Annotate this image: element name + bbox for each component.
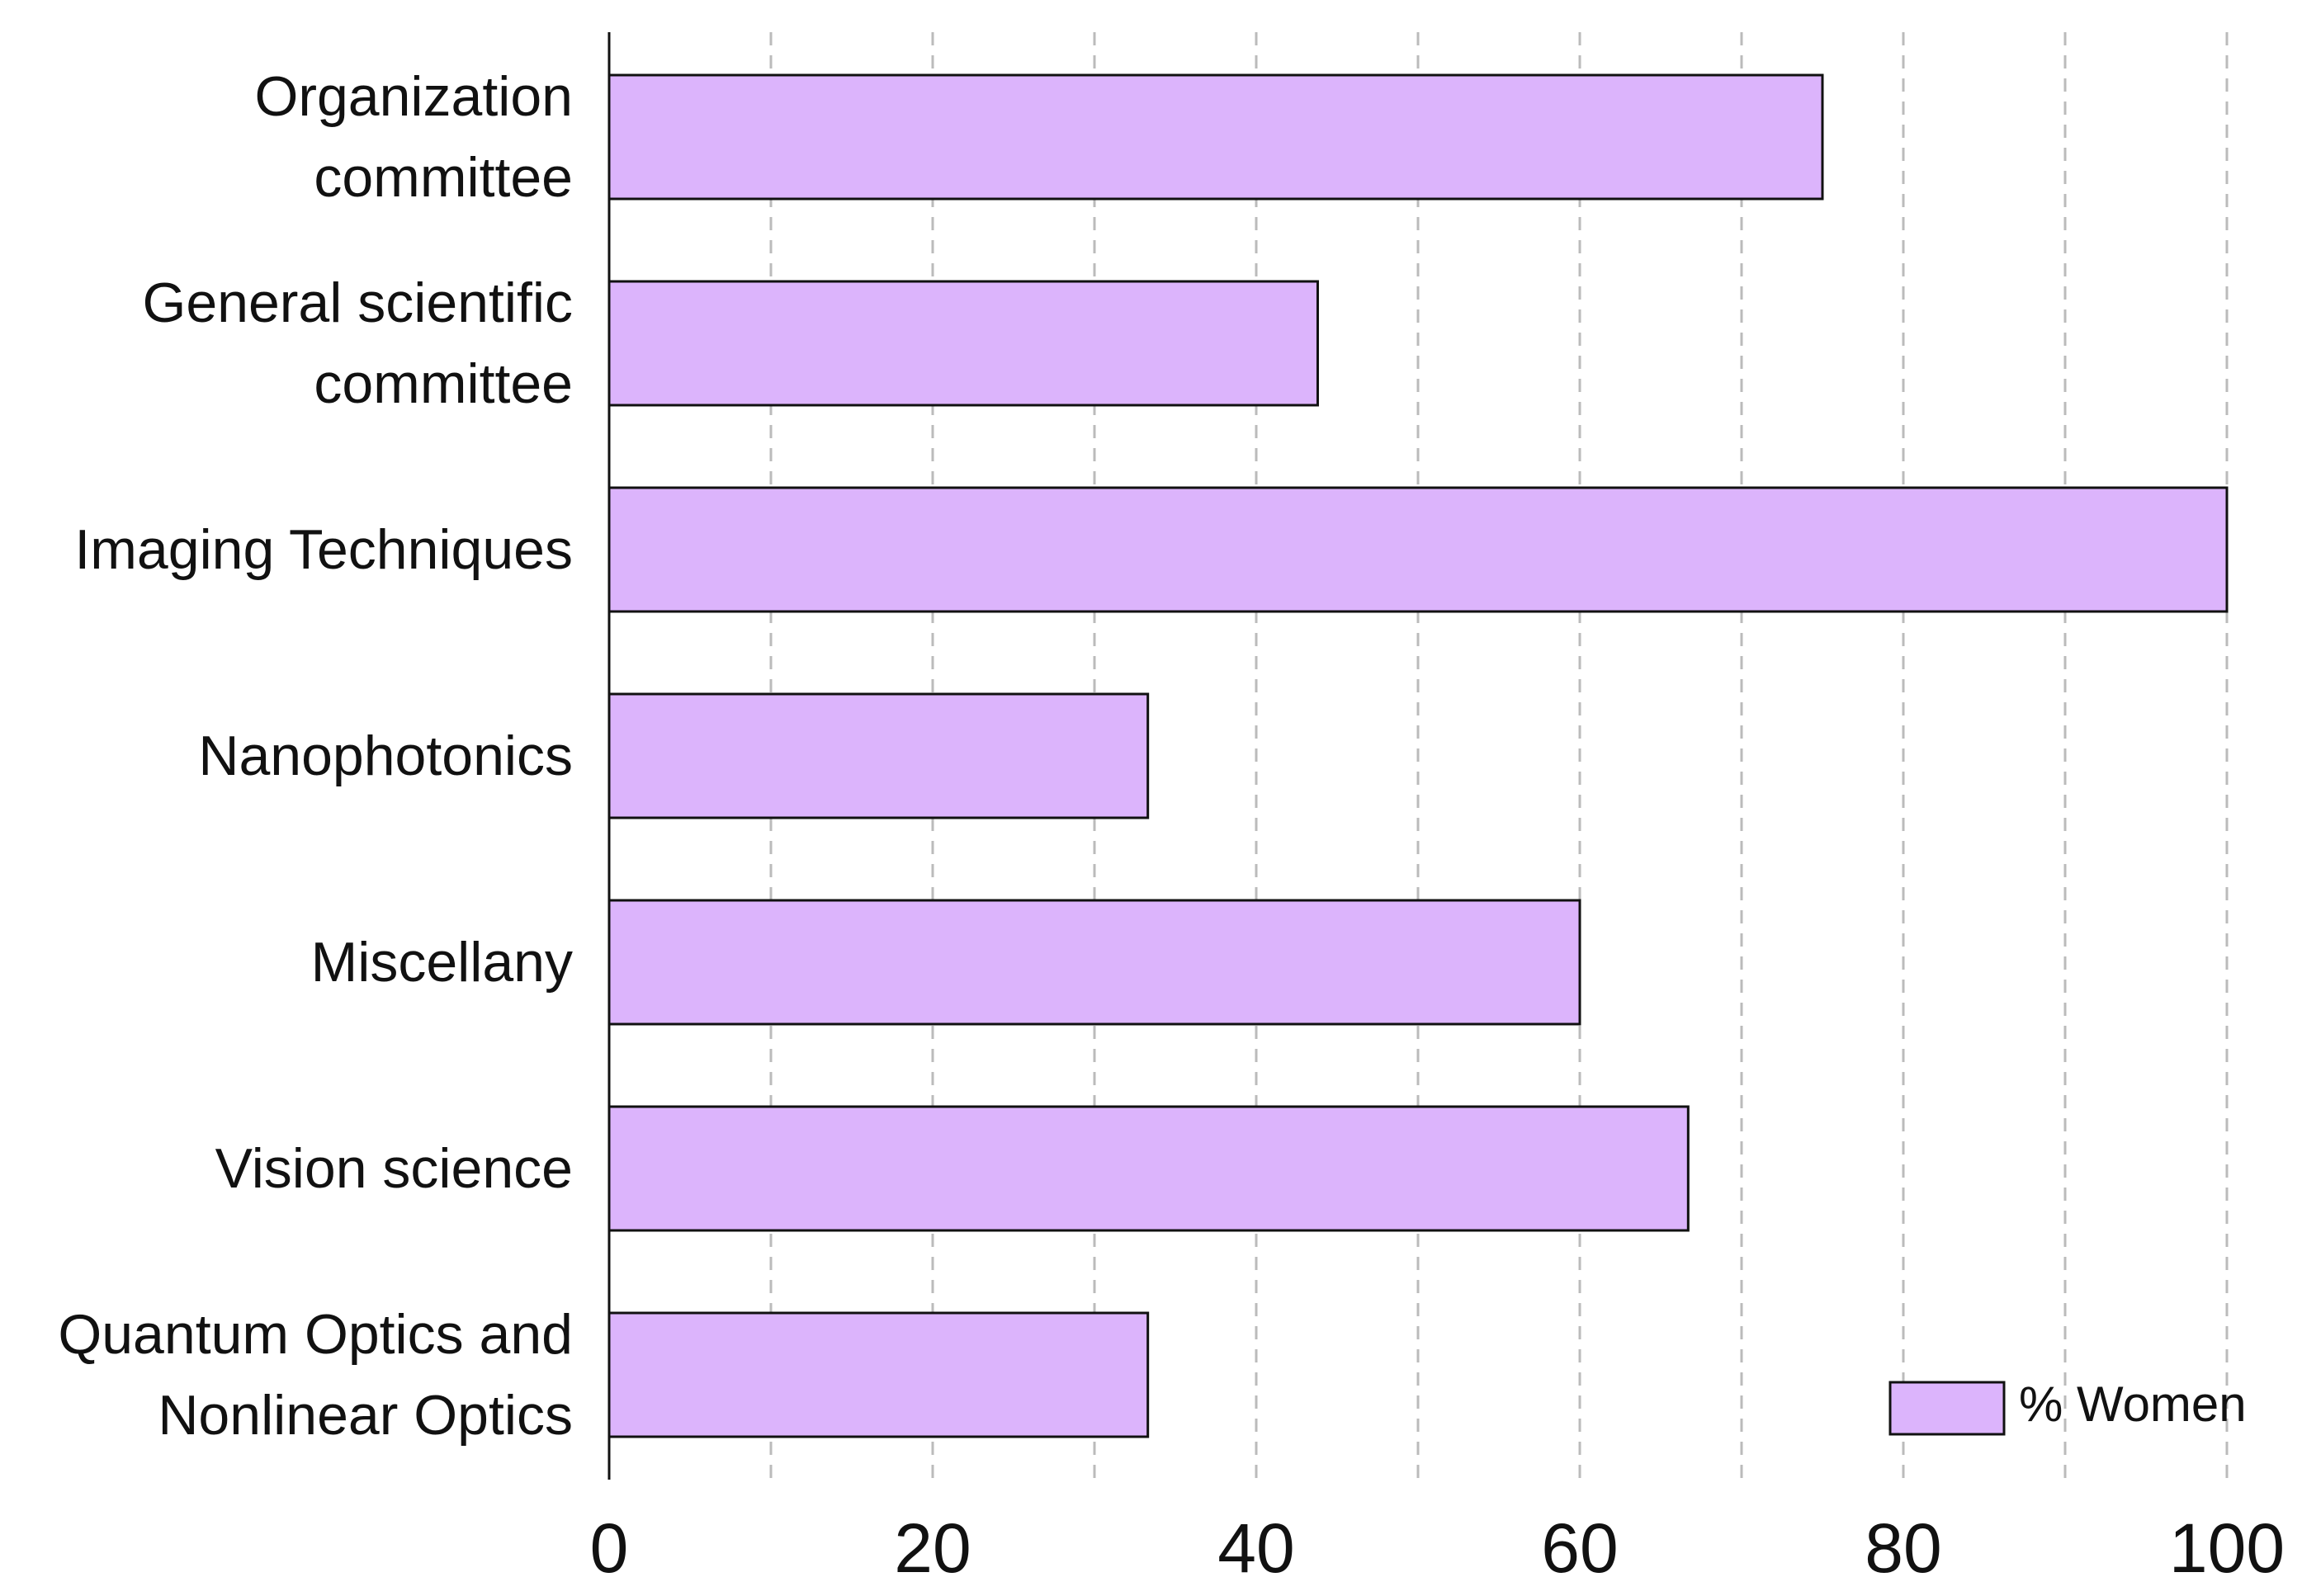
legend-swatch [1888,1381,2006,1436]
x-tick-label: 80 [1865,1509,1941,1587]
y-tick-label: Organization committee [254,65,573,209]
bar [607,486,2229,613]
x-tick-label: 20 [894,1509,971,1587]
x-tick-label: 100 [2169,1509,2285,1587]
x-tick-label: 40 [1217,1509,1294,1587]
bar [607,280,1319,407]
bar [607,1105,1690,1232]
legend-label: % Women [2019,1376,2247,1432]
y-tick-label: Miscellany [310,931,573,994]
y-tick-label: Nanophotonics [198,725,573,787]
bar [607,73,1824,201]
bar [607,692,1150,819]
bar [607,1311,1150,1438]
y-tick-label: Vision science [215,1137,573,1200]
y-tick-label: Imaging Techniques [74,518,573,581]
y-tick-label: General scientific committee [142,272,573,415]
x-tick-label: 0 [590,1509,629,1587]
bar [607,899,1581,1026]
x-tick-label: 60 [1541,1509,1618,1587]
y-tick-label: Quantum Optics and Nonlinear Optics [58,1303,573,1447]
